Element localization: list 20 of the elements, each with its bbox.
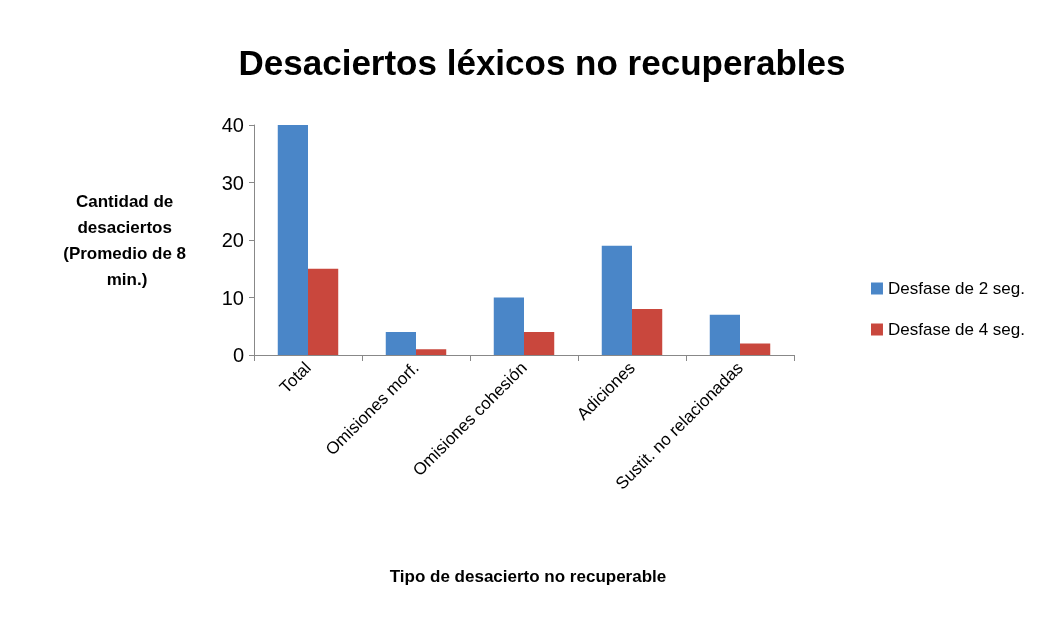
y-tick-label: 0 (232, 344, 244, 366)
bar (524, 332, 555, 355)
y-tick-label: 40 (221, 114, 244, 136)
bar (632, 309, 663, 355)
bar (308, 268, 339, 355)
y-tick-label: 20 (221, 229, 244, 251)
chart-title: Desaciertos léxicos no recuperables (238, 43, 846, 82)
bar (709, 314, 740, 355)
y-tick-label: 10 (221, 286, 244, 309)
bar (277, 125, 308, 355)
bar (493, 297, 524, 355)
y-axis-title: Cantidad de desaciertos (Promedio de 8 min.) (63, 191, 191, 289)
bar (416, 349, 447, 355)
legend-label: Desfase de 4 seg. (887, 320, 1025, 339)
bar (601, 245, 632, 355)
y-tick-label: 30 (221, 171, 244, 194)
legend-label: Desfase de 2 seg. (887, 279, 1025, 298)
bar (385, 332, 416, 355)
bar (740, 343, 771, 355)
x-axis-title: Tipo de desacierto no recuperable (389, 567, 667, 586)
